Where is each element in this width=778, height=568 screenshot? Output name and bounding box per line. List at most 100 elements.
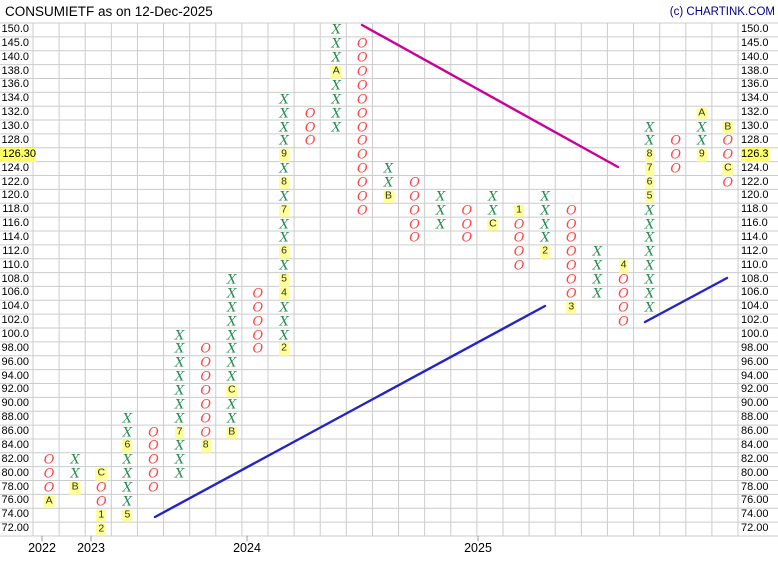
y-axis-label-right: 94.00 <box>741 369 769 382</box>
y-axis-label-right: 98.00 <box>741 341 769 354</box>
y-axis-label-right: 104.0 <box>741 300 769 313</box>
pf-x-mark: X <box>279 230 289 246</box>
y-axis-label-right: 118.0 <box>741 203 768 216</box>
pf-x-mark: X <box>70 466 80 482</box>
pf-x-mark: X <box>644 230 655 246</box>
pf-x-mark: X <box>644 300 655 316</box>
y-axis-label-right: 82.00 <box>741 452 769 465</box>
pf-x-mark: X <box>383 161 394 177</box>
pf-o-mark: O <box>252 328 264 343</box>
pf-o-mark: O <box>670 161 682 177</box>
month-marker-4: 4 <box>618 258 629 273</box>
pf-x-mark: X <box>592 244 603 260</box>
pf-x-mark: X <box>227 411 237 427</box>
month-marker-7: 7 <box>644 161 655 176</box>
pf-o-mark: O <box>409 175 420 191</box>
month-marker-2: 2 <box>96 522 107 536</box>
pf-x-mark: X <box>227 314 237 330</box>
y-axis-label-left: 150.0 <box>1 23 29 35</box>
month-marker-C: C <box>95 466 108 481</box>
pf-o-mark: O <box>200 355 212 371</box>
month-marker-5: 5 <box>279 272 290 287</box>
pf-o-mark: O <box>148 466 159 482</box>
pf-x-mark: X <box>279 258 289 274</box>
pf-x-mark: X <box>644 244 655 260</box>
month-marker-C: C <box>487 217 499 231</box>
y-axis-label-right: 72.00 <box>741 522 769 535</box>
month-marker-3: 3 <box>566 300 577 314</box>
pf-o-mark: O <box>357 50 368 66</box>
pf-x-mark: X <box>279 314 289 330</box>
pf-o-mark: O <box>565 230 577 246</box>
pf-x-mark: X <box>279 217 289 232</box>
pf-o-mark: O <box>200 425 212 440</box>
month-marker-9: 9 <box>279 147 290 162</box>
y-axis-label-right: 76.00 <box>741 494 769 507</box>
pf-o-mark: O <box>148 438 159 454</box>
month-marker-2: 2 <box>279 342 290 356</box>
month-marker-C: C <box>722 161 734 176</box>
pf-x-mark: X <box>174 328 185 343</box>
pf-o-mark: O <box>252 314 264 330</box>
y-axis-label-right: 102.0 <box>741 314 769 327</box>
y-axis-label-right: 140.0 <box>741 50 769 63</box>
resistance-trendline <box>360 23 620 169</box>
pf-o-mark: O <box>357 189 368 205</box>
pf-o-mark: O <box>461 203 473 219</box>
pf-o-mark: O <box>252 300 264 316</box>
y-axis-label-left: 74.00 <box>1 508 29 521</box>
month-marker-7: 7 <box>174 425 185 439</box>
pf-o-mark: O <box>95 494 107 510</box>
month-marker-4: 4 <box>279 286 290 301</box>
pf-x-mark: X <box>383 175 394 191</box>
y-axis-label-left: 122.0 <box>1 175 29 188</box>
pf-o-mark: O <box>409 203 420 219</box>
pf-o-mark: O <box>304 106 316 122</box>
pf-o-mark: O <box>95 480 107 496</box>
pf-x-mark: X <box>279 189 289 205</box>
pf-o-mark: O <box>357 120 368 135</box>
y-axis-label-right: 100.0 <box>741 328 769 341</box>
y-axis-label-left: 100.0 <box>1 328 29 341</box>
pf-o-mark: O <box>618 286 629 302</box>
y-axis-label-right: 112.0 <box>741 244 768 257</box>
year-label-2024: 2024 <box>233 541 261 555</box>
pf-x-mark: X <box>540 189 550 205</box>
pf-x-mark: X <box>488 203 498 219</box>
pf-o-mark: O <box>200 411 212 427</box>
pf-x-mark: X <box>227 272 237 288</box>
pf-x-mark: X <box>174 369 185 385</box>
y-axis-label-left: 136.0 <box>1 78 29 91</box>
pf-x-mark: X <box>540 230 550 246</box>
pf-o-mark: O <box>357 175 368 191</box>
pf-x-mark: X <box>331 120 341 135</box>
pf-o-mark: O <box>200 397 212 413</box>
y-axis-label-right: 84.00 <box>741 438 769 451</box>
pf-o-mark: O <box>148 452 159 468</box>
y-axis-label-right: 90.00 <box>741 397 769 410</box>
month-marker-A: A <box>330 64 342 79</box>
pf-x-mark: X <box>540 217 550 232</box>
y-axis-label-left: 82.00 <box>1 452 29 465</box>
pf-x-mark: X <box>227 341 237 357</box>
y-axis-label-left: 120.0 <box>1 189 29 202</box>
y-axis-label-right: 106.0 <box>741 286 769 299</box>
month-marker-9: 9 <box>696 147 707 162</box>
y-axis-label-left: 78.00 <box>1 480 29 493</box>
y-axis-label-right-current-price: 126.3 <box>741 147 769 162</box>
y-axis-label-left: 130.0 <box>1 120 29 133</box>
pf-x-mark: X <box>279 120 289 135</box>
y-axis-label-right: 122.0 <box>741 175 769 188</box>
pf-x-mark: X <box>122 411 133 427</box>
y-axis-label-left: 90.00 <box>1 397 29 410</box>
pf-o-mark: O <box>357 78 368 94</box>
pf-x-mark: X <box>227 369 237 385</box>
month-marker-2: 2 <box>540 245 551 259</box>
pf-x-mark: X <box>592 258 603 274</box>
pf-x-mark: X <box>279 133 289 149</box>
chart-title: CONSUMIETF as on 12-Dec-2025 <box>5 4 213 19</box>
y-axis-label-right: 116.0 <box>741 217 768 230</box>
y-axis-label-right: 136.0 <box>741 78 769 91</box>
